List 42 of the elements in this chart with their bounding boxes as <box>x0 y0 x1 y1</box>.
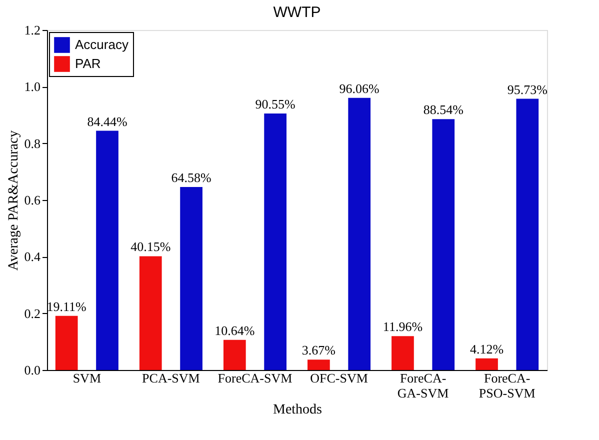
bar <box>180 187 202 370</box>
data-label: 19.11% <box>46 298 87 314</box>
bar <box>264 113 286 370</box>
data-label: 88.54% <box>423 102 464 118</box>
y-tick-label: 0.0 <box>24 362 40 378</box>
bar <box>139 256 162 370</box>
bar <box>308 360 330 370</box>
bar <box>432 119 455 370</box>
data-label: 11.96% <box>382 319 423 334</box>
y-axis-title: Average PAR&Accuracy <box>6 130 22 271</box>
legend-label: PAR <box>75 56 101 71</box>
data-label: 96.06% <box>339 80 380 96</box>
y-tick-label: 1.2 <box>24 22 40 38</box>
y-tick-label: 0.8 <box>24 136 40 151</box>
bar <box>96 130 118 370</box>
x-tick-label: PCA-SVM <box>142 370 200 386</box>
x-tick-label: ForeCA-PSO-SVM <box>478 370 536 400</box>
bar <box>516 98 539 370</box>
x-axis-title: Methods <box>273 402 322 418</box>
data-label: 4.12% <box>470 341 504 356</box>
data-label: 64.58% <box>171 170 212 186</box>
x-tick-label: SVM <box>72 370 102 386</box>
bar <box>55 316 78 370</box>
y-tick-label: 1.0 <box>24 79 40 94</box>
bar <box>476 358 498 370</box>
data-label: 40.15% <box>130 239 171 254</box>
y-tick-label: 0.4 <box>24 249 41 264</box>
bar <box>348 98 371 370</box>
x-tick-label: OFC-SVM <box>310 370 368 386</box>
x-tick-label: ForeCA-SVM <box>218 370 293 386</box>
x-tick-label: ForeCA-GA-SVM <box>397 370 450 400</box>
bar <box>223 340 246 370</box>
data-label: 84.44% <box>87 114 128 129</box>
data-label: 90.55% <box>255 96 296 112</box>
y-tick-label: 0.6 <box>24 192 41 208</box>
legend-label: Accuracy <box>75 37 129 52</box>
bar <box>392 336 414 370</box>
y-tick-label: 0.2 <box>24 306 40 321</box>
data-label: 10.64% <box>214 322 255 338</box>
data-label: 3.67% <box>302 342 336 358</box>
chart-title: WWTP <box>273 4 321 21</box>
data-label: 95.73% <box>507 82 548 97</box>
